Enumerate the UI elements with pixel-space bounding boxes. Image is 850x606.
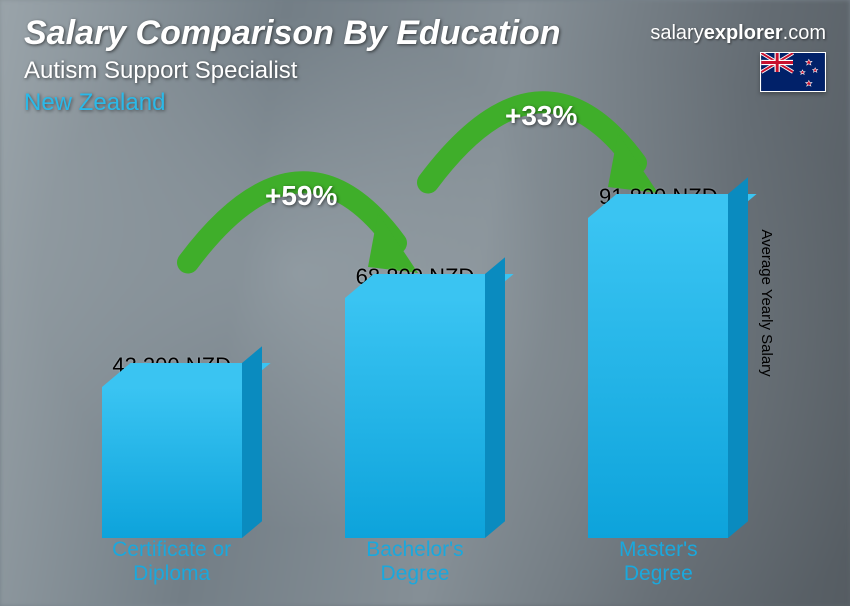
increase-label-1: +33% (505, 100, 577, 132)
bar-3d (588, 218, 728, 538)
x-labels: Certificate orDiplomaBachelor'sDegreeMas… (50, 538, 780, 586)
bar-2: 91,800 NZD (538, 184, 779, 538)
x-label-1: Bachelor'sDegree (295, 538, 536, 586)
bar-front-face (588, 218, 728, 538)
brand-logo: salaryexplorer.com (650, 22, 826, 45)
x-label-2: Master'sDegree (538, 538, 779, 586)
bar-3d (345, 298, 485, 538)
chart-subtitle: Autism Support Specialist (24, 57, 561, 85)
chart-area: 43,200 NZD68,800 NZD91,800 NZD Certifica… (50, 160, 780, 586)
brand-suffix: .com (783, 22, 826, 44)
bar-side-face (485, 257, 505, 538)
chart-container: Salary Comparison By Education Autism Su… (0, 0, 850, 606)
chart-location: New Zealand (24, 89, 561, 117)
bar-1: 68,800 NZD (295, 264, 536, 538)
brand-bold: explorer (704, 22, 783, 44)
bar-side-face (242, 346, 262, 538)
bar-side-face (728, 177, 748, 538)
flag-icon (760, 52, 826, 92)
bar-0: 43,200 NZD (51, 353, 292, 538)
header: Salary Comparison By Education Autism Su… (24, 14, 561, 117)
bar-3d (102, 387, 242, 538)
x-label-0: Certificate orDiploma (51, 538, 292, 586)
brand-prefix: salary (650, 22, 703, 44)
bars-group: 43,200 NZD68,800 NZD91,800 NZD (50, 160, 780, 538)
chart-title: Salary Comparison By Education (24, 14, 561, 53)
bar-front-face (102, 387, 242, 538)
bar-front-face (345, 298, 485, 538)
